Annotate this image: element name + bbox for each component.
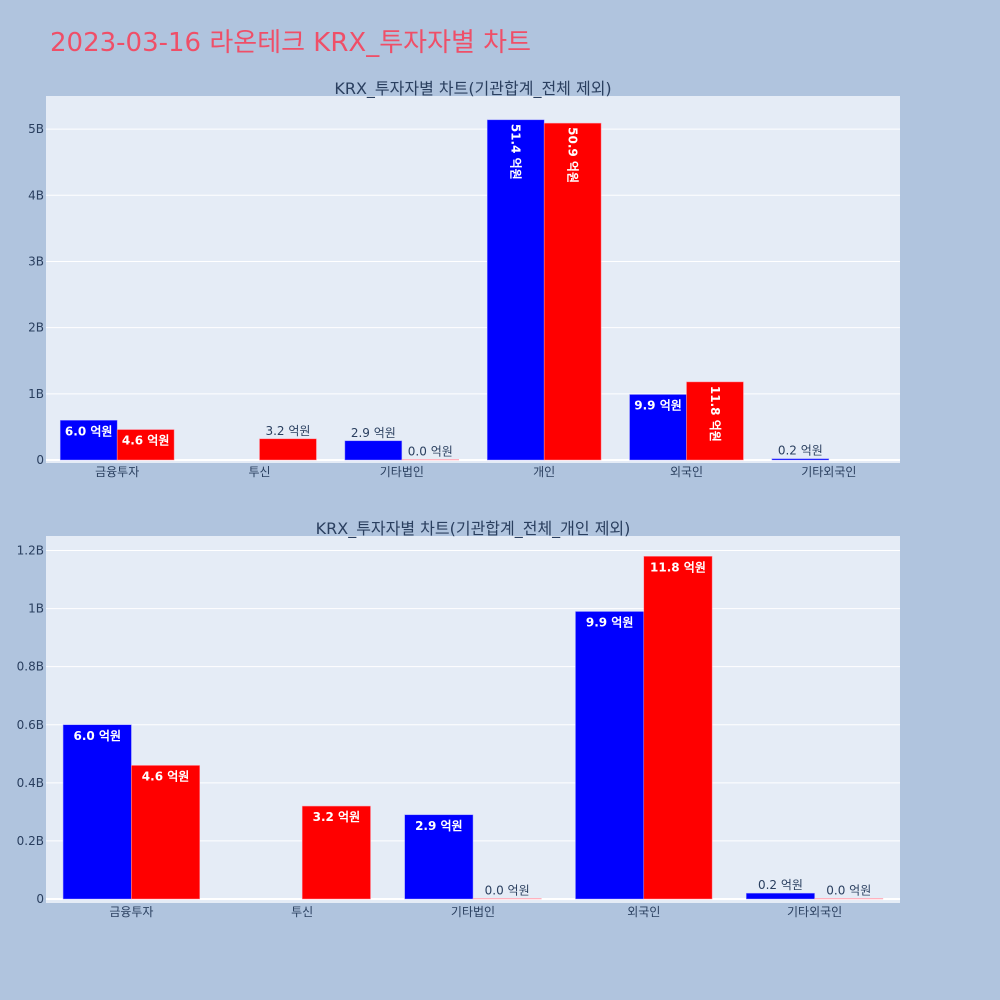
chart-title: KRX_투자자별 차트(기관합계_전체 제외) (334, 79, 611, 99)
bar (746, 892, 815, 900)
x-tick-label: 기타법인 (451, 905, 495, 919)
bar (116, 429, 175, 461)
main-title: 2023-03-16 라온테크 KRX_투자자별 차트 (50, 28, 532, 58)
data-label: 9.9 억원 (634, 398, 682, 412)
bar (575, 611, 645, 900)
bar (814, 898, 884, 900)
data-label: 3.2 억원 (313, 810, 361, 824)
bar (643, 556, 713, 900)
y-tick-label: 0.8B (17, 660, 44, 674)
data-label: 11.8 억원 (708, 386, 722, 442)
y-tick-label: 1B (28, 602, 44, 616)
y-tick-label: 2B (28, 321, 44, 335)
y-tick-label: 5B (28, 122, 44, 136)
data-label: 9.9 억원 (586, 616, 634, 630)
bar (301, 805, 371, 900)
data-label: 6.0 억원 (65, 424, 113, 438)
y-tick-label: 1.2B (17, 544, 44, 558)
y-tick-label: 0.2B (17, 834, 44, 848)
y-tick-label: 1B (28, 387, 44, 401)
chart-1: KRX_투자자별 차트(기관합계_전체 제외) 0 1B 2B 3B 4B 5B 금융투자 6.… (28, 79, 900, 479)
data-label: 11.8 억원 (650, 560, 706, 574)
data-label: 3.2 억원 (265, 424, 310, 438)
x-tick-label: 기타법인 (380, 465, 424, 479)
bar (401, 459, 460, 461)
x-tick-label: 개인 (533, 465, 555, 479)
data-label: 50.9 억원 (566, 127, 580, 183)
x-tick-label: 금융투자 (95, 465, 139, 479)
data-label: 0.0 억원 (408, 445, 453, 459)
data-label: 51.4 억원 (509, 124, 523, 180)
y-tick-label: 0.6B (17, 718, 44, 732)
x-tick-label: 기타외국인 (787, 905, 842, 919)
y-tick-label: 0 (36, 453, 44, 467)
data-label: 2.9 억원 (415, 819, 463, 833)
x-tick-label: 외국인 (627, 905, 660, 919)
y-tick-label: 4B (28, 188, 44, 202)
data-label: 0.0 억원 (485, 884, 530, 898)
data-label: 2.9 억원 (351, 426, 396, 440)
bar (259, 438, 317, 461)
bar (543, 122, 602, 461)
bar (486, 119, 545, 461)
bar (344, 440, 403, 461)
data-label: 0.0 억원 (826, 884, 871, 898)
x-tick-label: 외국인 (670, 465, 703, 479)
x-tick-label: 투신 (248, 465, 270, 479)
bar (629, 394, 687, 461)
data-label: 4.6 억원 (122, 434, 170, 448)
bar (771, 458, 830, 461)
x-tick-label: 기타외국인 (801, 465, 856, 479)
bar (472, 898, 542, 900)
plot-area (46, 96, 900, 463)
chart-title: KRX_투자자별 차트(기관합계_전체_개인 제외) (316, 519, 631, 539)
bar (62, 724, 132, 900)
bar (404, 814, 474, 900)
chart-2: KRX_투자자별 차트(기관합계_전체_개인 제외) 0 0.2B 0.4B 0.6B 0… (17, 519, 900, 919)
y-tick-label: 0.4B (17, 776, 44, 790)
data-label: 0.2 억원 (758, 878, 803, 892)
y-tick-label: 0 (36, 892, 44, 906)
bar (131, 765, 200, 900)
bar (686, 381, 744, 461)
data-label: 6.0 억원 (73, 729, 121, 743)
data-label: 4.6 억원 (142, 769, 190, 783)
x-tick-label: 금융투자 (109, 905, 153, 919)
data-label: 0.2 억원 (778, 444, 823, 458)
x-tick-label: 투신 (291, 905, 313, 919)
y-tick-label: 3B (28, 254, 44, 268)
